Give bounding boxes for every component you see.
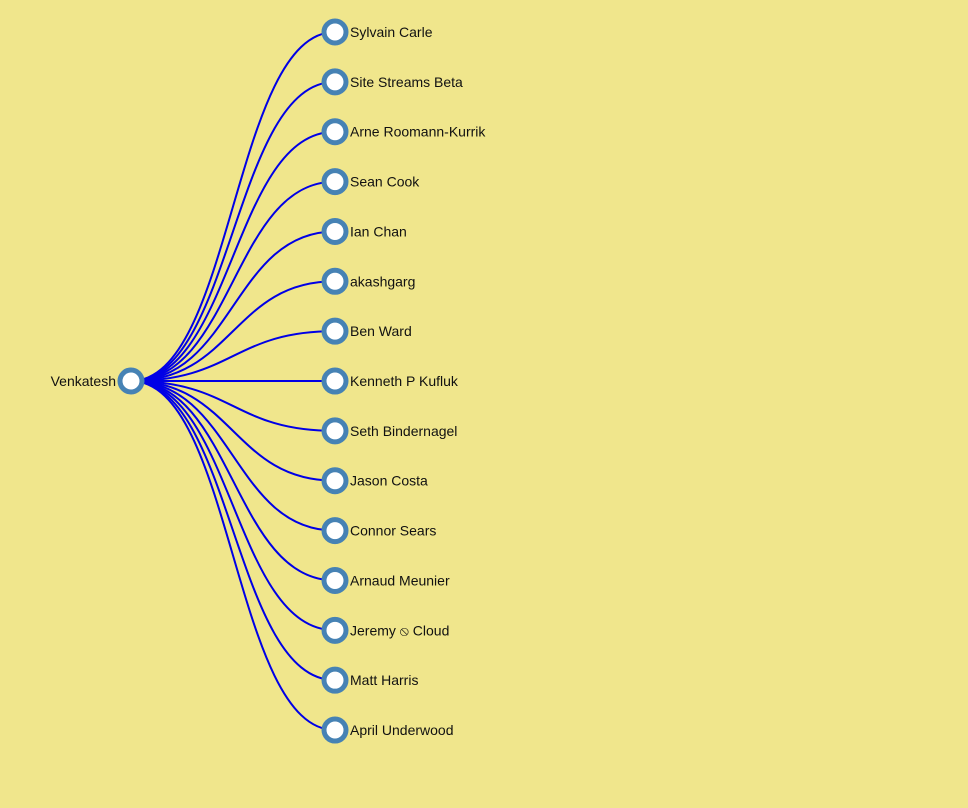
tree-link	[130, 31, 336, 382]
child-node[interactable]: Sean Cook	[321, 168, 420, 196]
child-node[interactable]: Kenneth P Kufluk	[321, 367, 459, 395]
child-node-label: Seth Bindernagel	[350, 423, 457, 439]
child-node-label: Ben Ward	[350, 323, 412, 339]
child-node-circle[interactable]	[321, 517, 349, 545]
child-node-circle[interactable]	[321, 68, 349, 96]
child-node-label: Matt Harris	[350, 672, 418, 688]
tree-link	[130, 280, 336, 382]
child-node-label: Kenneth P Kufluk	[350, 373, 459, 389]
child-node-circle[interactable]	[321, 118, 349, 146]
child-node[interactable]: Jason Costa	[321, 467, 428, 495]
root-node-circle[interactable]	[117, 367, 145, 395]
tree-link	[130, 180, 336, 382]
tree-link	[130, 230, 336, 382]
child-node[interactable]: Ian Chan	[321, 217, 407, 245]
tree-link	[130, 380, 336, 432]
child-node-circle[interactable]	[321, 616, 349, 644]
child-node-circle[interactable]	[321, 566, 349, 594]
child-node[interactable]: Matt Harris	[321, 666, 418, 694]
child-node-label: Connor Sears	[350, 523, 436, 539]
tree-link	[130, 380, 336, 582]
child-node-circle[interactable]	[321, 467, 349, 495]
tree-link	[130, 130, 336, 382]
child-node[interactable]: akashgarg	[321, 267, 415, 295]
child-node-circle[interactable]	[321, 666, 349, 694]
child-node-circle[interactable]	[321, 217, 349, 245]
child-node[interactable]: April Underwood	[321, 716, 454, 744]
child-node-circle[interactable]	[321, 367, 349, 395]
child-node-label: April Underwood	[350, 722, 454, 738]
child-node[interactable]: Arnaud Meunier	[321, 566, 450, 594]
tree-link	[130, 380, 336, 482]
links-layer	[130, 31, 336, 732]
child-node[interactable]: Ben Ward	[321, 317, 412, 345]
child-node[interactable]: Site Streams Beta	[321, 68, 463, 96]
child-node-circle[interactable]	[321, 18, 349, 46]
tree-link	[130, 80, 336, 382]
child-node-label: Ian Chan	[350, 223, 407, 239]
child-node-circle[interactable]	[321, 168, 349, 196]
child-node-label: Site Streams Beta	[350, 74, 463, 90]
child-node-label: akashgarg	[350, 273, 415, 289]
tree-link	[130, 380, 336, 682]
child-node[interactable]: Jeremy ⦸ Cloud	[321, 616, 449, 644]
child-node[interactable]: Connor Sears	[321, 517, 436, 545]
child-node-circle[interactable]	[321, 716, 349, 744]
child-node-circle[interactable]	[321, 267, 349, 295]
child-node-circle[interactable]	[321, 317, 349, 345]
child-node-label: Arnaud Meunier	[350, 572, 450, 588]
child-node-label: Arne Roomann-Kurrik	[350, 124, 486, 140]
child-node[interactable]: Seth Bindernagel	[321, 417, 457, 445]
root-node-label: Venkatesh	[51, 373, 116, 389]
child-node-label: Jeremy ⦸ Cloud	[350, 622, 449, 638]
child-node-circle[interactable]	[321, 417, 349, 445]
nodes-layer: Venkatesh Sylvain Carle Site Streams Beta…	[51, 18, 486, 744]
tree-link	[130, 380, 336, 632]
child-node-label: Jason Costa	[350, 473, 428, 489]
tree-link	[130, 380, 336, 732]
tree-link	[130, 380, 336, 532]
child-node-label: Sean Cook	[350, 174, 420, 190]
child-node-label: Sylvain Carle	[350, 24, 433, 40]
child-node[interactable]: Sylvain Carle	[321, 18, 433, 46]
tree-link	[130, 330, 336, 382]
child-node[interactable]: Arne Roomann-Kurrik	[321, 118, 486, 146]
root-node[interactable]: Venkatesh	[51, 367, 145, 395]
